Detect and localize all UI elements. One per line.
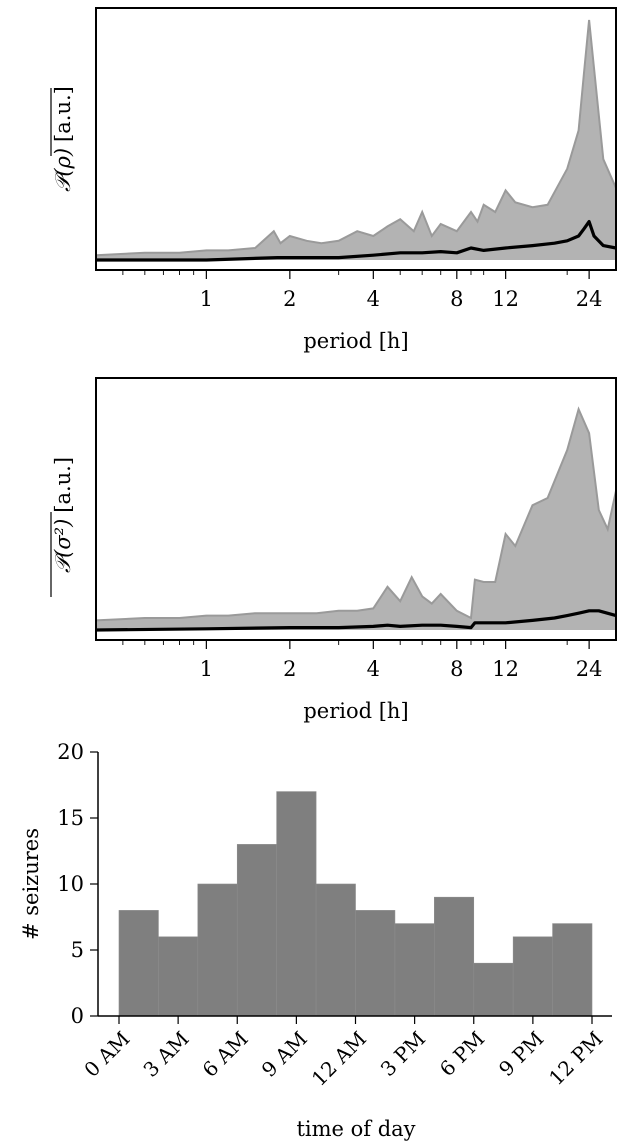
x-tick-label: 12 AM [307,1027,371,1091]
panel-sigma: 1 2 4 8 12 24 period [h] 𝒫(σ²)[a.u.] [50,377,617,723]
y-axis-label-sigma: 𝒫(σ²)[a.u.] [51,457,75,573]
p2-tick-label: 2 [283,657,296,681]
y-axis-ticks-seizures: 0 5 10 15 20 [57,740,98,1028]
y-label-unit-sigma: [a.u.] [51,457,75,513]
y-axis-label-rho: 𝒫(ρ)[a.u.] [51,86,75,192]
histogram-bar [315,883,356,1017]
panel-rho: 1 2 4 8 12 24 period [h] 𝒫(ρ)[a.u.] [50,7,617,353]
axes-frame-sigma [95,377,617,641]
y-label-arg-rho: (ρ) [51,148,75,177]
histogram-bar [118,910,159,1017]
histogram-bar [473,962,514,1017]
plot-area-rho [95,19,617,262]
histogram-bar [394,923,435,1017]
x-axis-tick-labels-rho: 1 2 4 8 12 24 [200,287,603,311]
p1-tick-label: 8 [450,287,463,311]
y-tick-label: 0 [71,1004,84,1028]
x-tick-label: 3 AM [138,1027,193,1082]
p2-tick-label: 24 [576,657,603,681]
x-axis-ticks-rho [122,270,590,279]
p2-tick-label: 8 [450,657,463,681]
histogram-bar [197,883,238,1017]
p1-envelope-line [95,19,617,257]
y-axis-label-seizures: # seizures [19,828,43,940]
x-tick-label: 9 PM [494,1027,548,1081]
p2-envelope-area [96,409,616,630]
p1-tick-label: 2 [283,287,296,311]
histogram-bar [434,896,475,1017]
axes-frame-rho [95,7,617,271]
p1-tick-label: 1 [200,287,213,311]
bars-seizures [118,791,593,1017]
x-tick-label: 3 PM [376,1027,430,1081]
x-axis-ticks-sigma [122,640,590,649]
x-axis-label-rho: period [h] [303,329,408,353]
histogram-bar [512,936,553,1017]
y-tick-label: 10 [57,872,84,896]
p1-tick-label: 12 [492,287,519,311]
p1-tick-label: 4 [367,287,380,311]
plot-area-sigma [95,406,617,632]
x-tick-label: 9 AM [257,1027,312,1082]
y-tick-label: 20 [57,740,84,764]
y-label-arg-sigma: (σ²) [51,519,75,558]
p2-tick-label: 4 [367,657,380,681]
y-tick-label: 5 [71,938,84,962]
y-label-unit-rho: [a.u.] [51,86,75,142]
x-tick-label: 6 AM [198,1027,253,1082]
x-axis-label-sigma: period [h] [303,699,408,723]
x-tick-label: 6 PM [435,1027,489,1081]
p1-tick-label: 24 [576,287,603,311]
p2-envelope-line [95,406,617,622]
p1-mean-line [96,220,617,262]
p1-envelope-area [96,20,616,260]
x-axis-tick-labels-sigma: 1 2 4 8 12 24 [200,657,603,681]
y-tick-label: 15 [57,806,84,830]
x-axis-label-seizures: time of day [296,1117,415,1141]
histogram-bar [355,910,396,1017]
p2-mean-line [95,609,617,632]
x-tick-label: 0 AM [79,1027,134,1082]
histogram-bar [552,923,593,1017]
p2-tick-label: 1 [200,657,213,681]
p2-tick-label: 12 [492,657,519,681]
histogram-bar [236,844,277,1017]
histogram-bar [158,936,199,1017]
x-tick-label: 12 PM [544,1027,607,1090]
histogram-bar [276,791,317,1017]
